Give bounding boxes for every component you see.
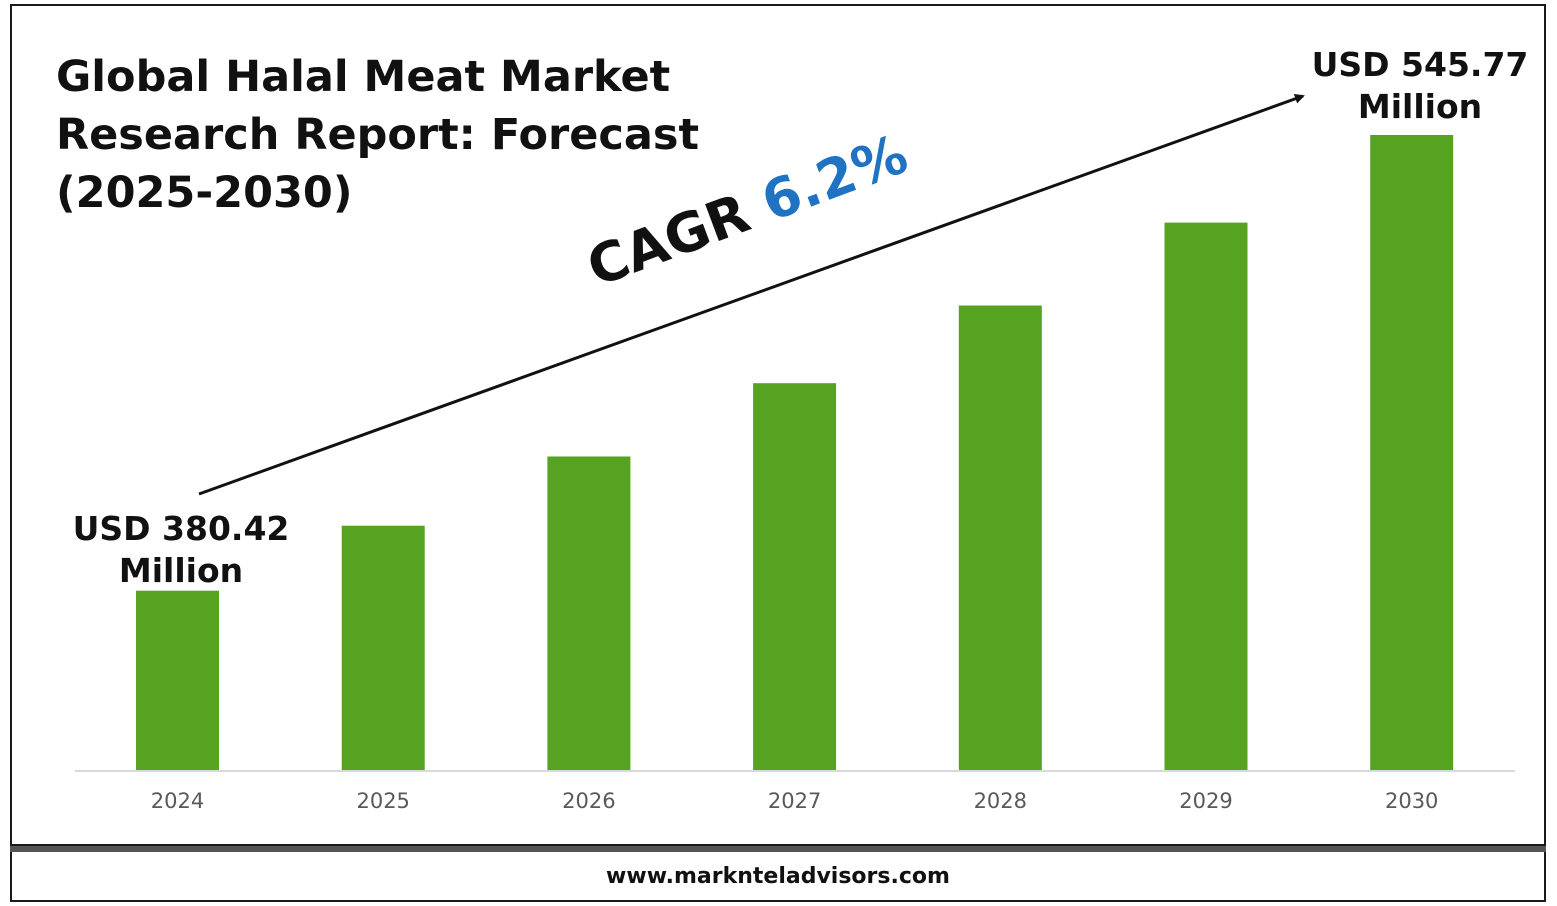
end-value-label: USD 545.77 Million xyxy=(1305,44,1535,128)
x-tick-2027: 2027 xyxy=(768,789,821,813)
footer-url[interactable]: www.marknteladvisors.com xyxy=(606,863,950,889)
start-value-amount: USD 380.42 xyxy=(72,509,290,548)
bar-2026 xyxy=(547,456,631,771)
footer: www.marknteladvisors.com xyxy=(10,852,1546,902)
bar-2027 xyxy=(753,383,837,771)
x-tick-2025: 2025 xyxy=(356,789,409,813)
bar-2030 xyxy=(1370,135,1454,771)
bar-2028 xyxy=(958,305,1042,771)
bar-2024 xyxy=(136,590,219,771)
start-value-label: USD 380.42 Million xyxy=(66,508,296,592)
end-value-amount: USD 545.77 xyxy=(1311,45,1529,84)
bar-2025 xyxy=(341,525,425,771)
footer-divider xyxy=(10,846,1546,852)
x-tick-2024: 2024 xyxy=(151,789,204,813)
x-tick-2026: 2026 xyxy=(562,789,615,813)
end-value-unit: Million xyxy=(1357,87,1483,126)
trend-arrow xyxy=(198,94,1305,496)
chart-title: Global Halal Meat Market Research Report… xyxy=(56,52,700,218)
x-tick-2029: 2029 xyxy=(1179,789,1232,813)
start-value-unit: Million xyxy=(118,551,244,590)
x-tick-2028: 2028 xyxy=(974,789,1027,813)
bar-2029 xyxy=(1164,222,1248,772)
x-tick-2030: 2030 xyxy=(1385,789,1438,813)
